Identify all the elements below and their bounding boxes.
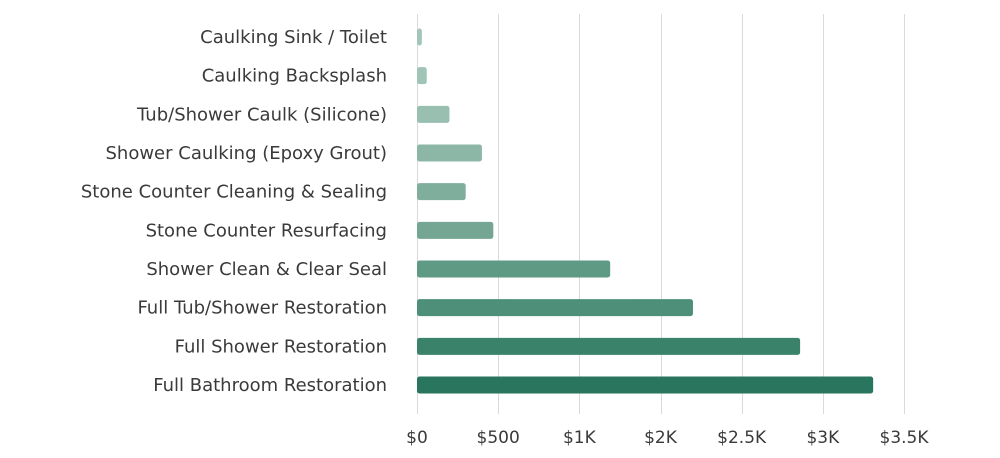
tick-label-layer: $0 $500 $1K $2K $2.5K $3K $3.5K — [406, 428, 929, 448]
category-label: Stone Counter Cleaning & Sealing — [81, 182, 387, 203]
bar — [417, 337, 801, 355]
category-label: Stone Counter Resurfacing — [146, 220, 387, 241]
x-tick-label: $500 — [477, 428, 520, 448]
bar — [417, 28, 422, 46]
x-tick-label: $0 — [406, 428, 428, 448]
grid-layer — [417, 14, 905, 414]
bar — [417, 67, 427, 85]
x-tick-label: $3K — [806, 428, 840, 448]
x-tick-label: $3.5K — [880, 428, 930, 448]
category-label: Full Bathroom Restoration — [153, 375, 387, 396]
category-label: Shower Clean & Clear Seal — [146, 259, 387, 280]
category-label: Tub/Shower Caulk (Silicone) — [136, 104, 387, 125]
category-label: Caulking Backsplash — [202, 66, 387, 87]
bar — [417, 221, 494, 239]
bar — [417, 144, 482, 162]
category-label: Full Shower Restoration — [175, 336, 387, 357]
category-label: Caulking Sink / Toilet — [200, 27, 387, 48]
bar — [417, 183, 466, 201]
bar — [417, 105, 450, 123]
category-label: Shower Caulking (Epoxy Grout) — [105, 143, 387, 164]
bar — [417, 376, 874, 394]
bar — [417, 299, 693, 317]
x-tick-label: $2K — [644, 428, 678, 448]
x-tick-label: $2.5K — [717, 428, 767, 448]
bar-layer — [417, 28, 874, 394]
category-label-layer: Caulking Sink / Toilet Caulking Backsplas… — [81, 27, 387, 396]
x-tick-label: $1K — [563, 428, 597, 448]
category-label: Full Tub/Shower Restoration — [137, 298, 387, 319]
bar — [417, 260, 611, 278]
